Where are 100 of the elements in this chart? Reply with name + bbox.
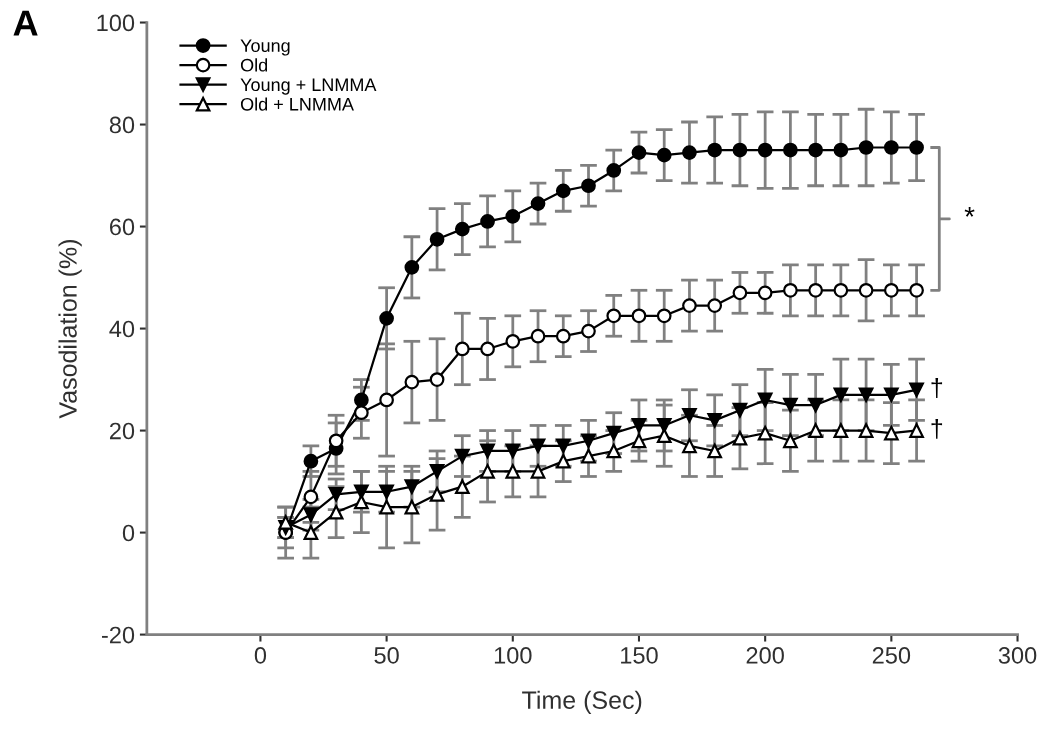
- point: [429, 486, 445, 502]
- point: [808, 142, 823, 158]
- y-tick-label: 40: [109, 320, 135, 338]
- point: [682, 438, 697, 454]
- point: [732, 430, 748, 446]
- annotation: †: [931, 378, 943, 398]
- point: [454, 448, 470, 464]
- point: [833, 142, 849, 158]
- point: [631, 145, 647, 160]
- point: [783, 142, 798, 158]
- point: [404, 499, 420, 515]
- x-tick-label: 150: [621, 647, 658, 664]
- y-tick-label: 20: [109, 422, 135, 440]
- point: [379, 499, 394, 515]
- x-tick-label: 300: [998, 647, 1037, 664]
- point: [783, 397, 798, 413]
- point: [354, 392, 369, 408]
- point: [631, 418, 647, 433]
- point: [606, 425, 622, 441]
- point: [555, 438, 571, 454]
- point: [555, 328, 571, 344]
- x-tick-label: 0: [254, 647, 267, 664]
- y-tick-label: 100: [97, 14, 135, 32]
- point: [656, 428, 672, 444]
- point: [505, 208, 521, 224]
- point: [858, 423, 874, 438]
- point: [883, 387, 899, 403]
- point: [454, 479, 470, 495]
- point: [606, 163, 622, 178]
- point: [858, 282, 874, 298]
- point: [707, 298, 723, 313]
- point: [404, 374, 420, 390]
- x-tick-label: 100: [494, 647, 532, 664]
- point: [707, 413, 723, 428]
- point: [379, 311, 394, 326]
- point: [505, 333, 521, 349]
- point: [555, 183, 571, 199]
- point: [328, 486, 344, 502]
- point: [530, 196, 546, 211]
- legend-label: Old + LNMMA: [240, 97, 354, 111]
- point: [757, 425, 773, 441]
- point: [530, 464, 546, 479]
- point: [303, 489, 319, 505]
- point: [606, 308, 622, 324]
- point: [581, 433, 596, 449]
- point: [354, 405, 369, 421]
- point: [278, 515, 294, 530]
- point: [454, 221, 470, 237]
- legend-label: Old: [240, 58, 268, 72]
- point: [707, 443, 723, 459]
- point: [530, 328, 546, 344]
- text: A: [13, 10, 38, 36]
- point: [480, 443, 495, 459]
- point: [682, 145, 697, 160]
- point: [530, 438, 546, 454]
- point: [555, 453, 571, 469]
- point: [732, 285, 748, 301]
- point: [480, 214, 495, 229]
- y-tick-label: 0: [122, 524, 135, 542]
- y-tick-label: -20: [101, 626, 135, 644]
- x-tick-label: 250: [872, 647, 911, 664]
- point: [480, 341, 495, 357]
- point: [303, 525, 319, 540]
- point: [833, 387, 849, 403]
- point: [682, 298, 697, 313]
- point: [707, 142, 723, 158]
- point: [379, 392, 394, 408]
- point: [858, 140, 874, 155]
- point: [354, 484, 369, 500]
- point: [404, 479, 420, 495]
- point: [581, 323, 596, 339]
- point: [808, 397, 823, 413]
- point: [858, 387, 874, 403]
- legend-label: Young + LNMMA: [240, 78, 377, 95]
- point: [909, 282, 924, 298]
- point: [631, 308, 647, 324]
- point: [429, 372, 445, 387]
- annotation: *: [964, 206, 975, 217]
- point: [783, 282, 798, 298]
- point: [783, 433, 798, 449]
- point: [656, 418, 672, 433]
- point: [732, 142, 748, 158]
- x-tick-label: 50: [374, 647, 399, 664]
- point: [505, 464, 521, 479]
- point: [833, 423, 849, 438]
- point: [303, 507, 319, 523]
- annotation: †: [931, 418, 943, 439]
- point: [404, 260, 420, 275]
- legend-label: Young: [240, 39, 290, 56]
- point: [833, 282, 849, 298]
- point: [757, 142, 773, 158]
- y-tick-label: 80: [109, 116, 135, 134]
- point: [883, 282, 899, 298]
- point: [581, 178, 596, 194]
- point: [581, 448, 596, 464]
- point: [909, 382, 924, 398]
- point: [328, 504, 344, 520]
- point: [631, 433, 647, 449]
- point: [909, 423, 924, 438]
- point: [757, 392, 773, 408]
